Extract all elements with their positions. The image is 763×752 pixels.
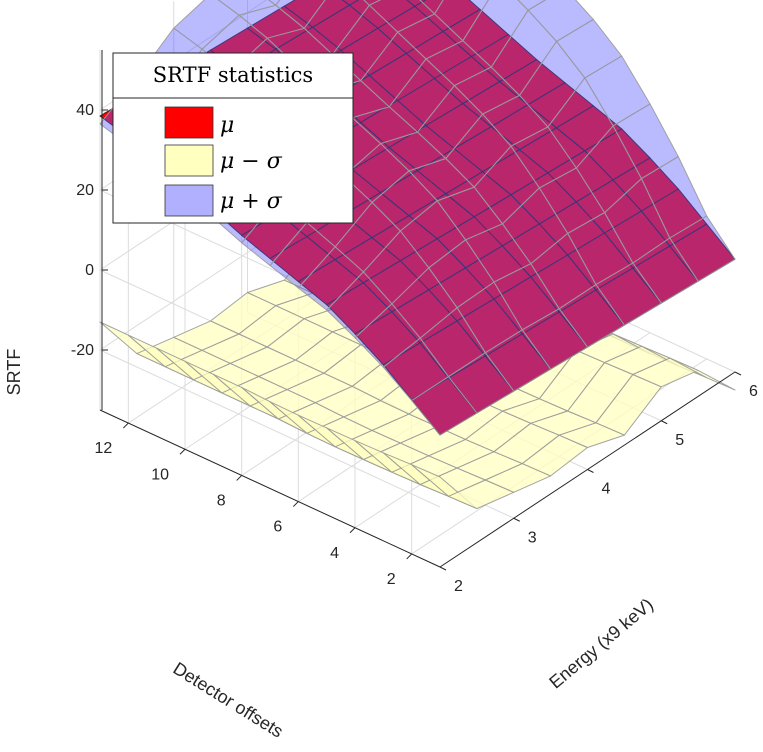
y-tick-mark bbox=[292, 501, 299, 507]
y-tick-mark bbox=[236, 475, 243, 481]
plus-sigma-surface-patch bbox=[517, 0, 547, 11]
y-tick-mark bbox=[349, 527, 356, 534]
legend-title: SRTF statistics bbox=[153, 63, 313, 87]
z-axis-label: SRTF bbox=[4, 349, 24, 396]
z-tick-label: 40 bbox=[76, 102, 94, 119]
axes: -20 0 20 40 2 4 6 8 10 12 2 3 4 5 6 bbox=[71, 50, 758, 595]
legend-swatch-minus-sigma bbox=[164, 144, 214, 177]
y-tick-label: 4 bbox=[330, 545, 339, 562]
legend-label-plus-sigma: μ + σ bbox=[220, 189, 283, 214]
mean-surface-patch bbox=[341, 0, 360, 6]
plus-sigma-surface-patch bbox=[419, 0, 444, 15]
x-tick-label: 5 bbox=[675, 432, 684, 449]
plus-sigma-surface-patch bbox=[267, 0, 281, 6]
plus-sigma-surface-patch bbox=[275, 0, 326, 29]
x-tick-label: 6 bbox=[749, 383, 758, 400]
minus-sigma-surface-patch bbox=[669, 357, 736, 391]
y-tick-mark bbox=[122, 422, 129, 429]
legend-label-minus-sigma: μ − σ bbox=[220, 149, 283, 174]
z-tick-label: -20 bbox=[71, 342, 94, 359]
side-wall-grid-line bbox=[99, 349, 441, 508]
legend-swatch-mean bbox=[164, 106, 214, 139]
x-tick-label: 4 bbox=[602, 481, 611, 498]
legend-swatch-plus-sigma bbox=[164, 184, 214, 217]
mean-surface-patch bbox=[406, 0, 427, 7]
y-axis-line bbox=[99, 409, 441, 568]
y-tick-label: 2 bbox=[387, 571, 396, 588]
y-tick-label: 8 bbox=[217, 492, 226, 509]
x-tick-mark bbox=[513, 517, 520, 522]
x-tick-label: 2 bbox=[454, 578, 463, 595]
y-tick-mark bbox=[406, 553, 413, 560]
y-tick-label: 12 bbox=[95, 440, 113, 457]
y-tick-label: 10 bbox=[151, 466, 169, 483]
z-tick-label: 0 bbox=[85, 262, 94, 279]
legend: SRTF statistics μ μ − σ μ + σ bbox=[112, 52, 354, 224]
x-tick-label: 3 bbox=[528, 529, 537, 546]
x-axis-label: Energy (x9 keV) bbox=[545, 594, 657, 692]
plus-sigma-surface-patch bbox=[363, 0, 382, 6]
y-tick-mark bbox=[179, 448, 186, 455]
y-axis-label: Detector offsets bbox=[170, 658, 287, 742]
z-tick-label: 20 bbox=[76, 182, 94, 199]
y-tick-label: 6 bbox=[273, 519, 282, 536]
x-tick-mark bbox=[734, 371, 742, 376]
x-tick-mark bbox=[587, 469, 594, 473]
x-tick-mark bbox=[661, 420, 668, 425]
plus-sigma-surface-patch bbox=[669, 215, 736, 282]
legend-label-mean: μ bbox=[220, 113, 234, 138]
legend-box bbox=[112, 52, 354, 224]
x-tick-mark bbox=[439, 566, 447, 571]
